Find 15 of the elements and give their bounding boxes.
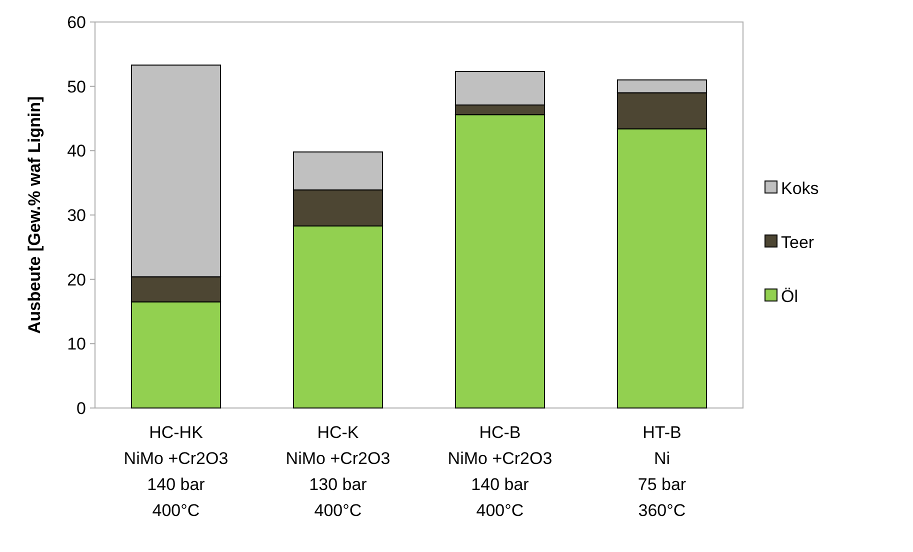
y-tick-label: 50	[67, 77, 86, 96]
x-tick-label: HT-B Ni 75 bar 360°C	[638, 423, 686, 520]
legend-label: Koks	[781, 178, 819, 198]
y-tick-label: 60	[67, 12, 86, 32]
y-tick-label: 20	[67, 270, 86, 290]
y-tick-label: 10	[67, 334, 86, 354]
legend-label: Teer	[781, 232, 814, 252]
y-axis-title: Ausbeute [Gew.% waf Lignin]	[25, 96, 44, 334]
legend-label: Öl	[781, 286, 798, 306]
y-tick-label: 30	[67, 206, 86, 225]
x-tick-label: HC-K NiMo +Cr2O3 130 bar 400°C	[286, 423, 390, 520]
y-tick-label: 0	[76, 398, 86, 418]
y-tick-label: 40	[67, 142, 86, 161]
x-tick-label: HC-B NiMo +Cr2O3 140 bar 400°C	[448, 423, 552, 520]
x-tick-label: HC-HK NiMo +Cr2O3 140 bar 400°C	[124, 423, 228, 520]
